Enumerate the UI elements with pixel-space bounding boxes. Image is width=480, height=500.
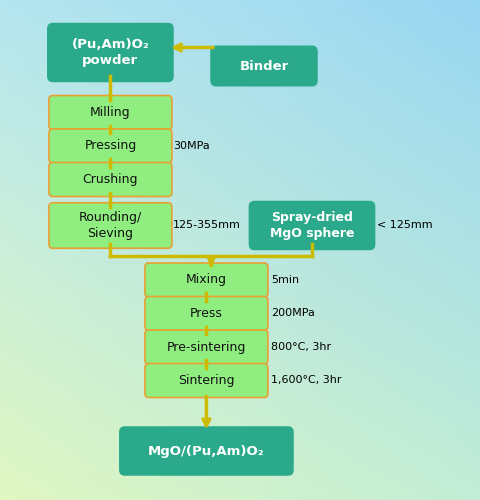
- Text: 800°C, 3hr: 800°C, 3hr: [271, 342, 331, 352]
- FancyBboxPatch shape: [49, 162, 172, 196]
- Text: MgO/(Pu,Am)O₂: MgO/(Pu,Am)O₂: [148, 444, 264, 458]
- Text: Press: Press: [190, 307, 223, 320]
- FancyBboxPatch shape: [145, 330, 268, 364]
- Text: 1,600°C, 3hr: 1,600°C, 3hr: [271, 376, 342, 386]
- FancyBboxPatch shape: [249, 200, 375, 250]
- FancyBboxPatch shape: [49, 129, 172, 163]
- FancyBboxPatch shape: [210, 46, 318, 86]
- Text: < 125mm: < 125mm: [377, 220, 432, 230]
- Text: 200MPa: 200MPa: [271, 308, 315, 318]
- FancyBboxPatch shape: [145, 364, 268, 398]
- Text: Binder: Binder: [240, 60, 288, 72]
- FancyBboxPatch shape: [119, 426, 294, 476]
- Text: (Pu,Am)O₂
powder: (Pu,Am)O₂ powder: [72, 38, 149, 67]
- Text: 30MPa: 30MPa: [173, 141, 210, 151]
- FancyBboxPatch shape: [49, 96, 172, 130]
- Text: Milling: Milling: [90, 106, 131, 119]
- FancyBboxPatch shape: [49, 203, 172, 248]
- Text: Sintering: Sintering: [178, 374, 235, 387]
- Text: Rounding/
Sieving: Rounding/ Sieving: [79, 211, 142, 240]
- FancyBboxPatch shape: [47, 22, 174, 82]
- Text: Crushing: Crushing: [83, 173, 138, 186]
- Text: 5min: 5min: [271, 275, 300, 285]
- Text: Pressing: Pressing: [84, 140, 136, 152]
- Text: Spray-dried
MgO sphere: Spray-dried MgO sphere: [270, 211, 354, 240]
- Text: Pre-sintering: Pre-sintering: [167, 340, 246, 353]
- Text: Mixing: Mixing: [186, 274, 227, 286]
- FancyBboxPatch shape: [145, 263, 268, 297]
- Text: 125-355mm: 125-355mm: [173, 220, 240, 230]
- FancyBboxPatch shape: [145, 296, 268, 330]
